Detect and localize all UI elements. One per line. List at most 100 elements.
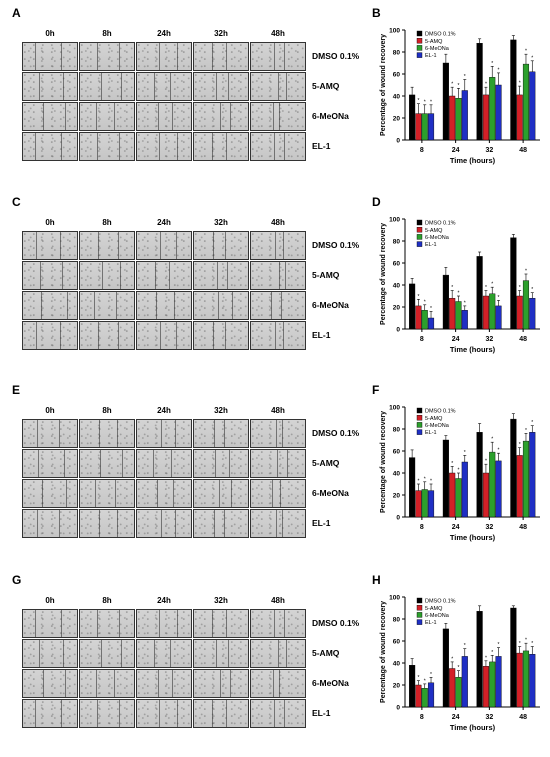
scratch-assay-image [193,479,249,508]
scratch-edge [220,670,221,697]
significance-marker: * [519,641,521,647]
significance-marker: * [531,641,533,647]
scratch-assay-image [22,449,78,478]
data-bar [449,95,456,141]
scratch-edge [177,610,178,637]
scratch-edge [101,640,102,667]
data-bar [409,664,416,708]
treatment-label: EL-1 [312,140,331,151]
x-axis-label: Time (hours) [450,345,496,354]
scratch-edge [226,133,227,160]
scratch-edge [172,103,173,130]
data-bar [510,237,517,330]
x-tick-label: 8 [420,147,424,154]
data-bar [489,77,496,141]
data-bar [482,295,489,330]
data-bar [529,653,536,708]
y-tick-label: 60 [393,449,401,456]
scratch-assay-image [22,261,78,290]
time-point-label: 8h [102,596,112,605]
time-point-label: 24h [157,596,171,605]
scratch-edge [278,640,279,667]
y-tick-label: 0 [396,138,400,145]
legend-swatch [416,422,423,428]
data-bar [421,113,428,141]
legend-label: 5-AMQ [425,606,443,612]
scratch-assay-image [193,261,249,290]
data-bar [442,628,449,708]
scratch-edge [43,103,44,130]
data-bar [461,90,468,141]
significance-marker: * [464,450,466,456]
data-bar [442,62,449,141]
scratch-edge [274,610,275,637]
scratch-edge [65,103,66,130]
data-bar [510,39,517,141]
scratch-edge [160,322,161,349]
legend-label: EL-1 [425,620,437,626]
data-bar [482,666,489,708]
scratch-edge [213,322,214,349]
scratch-edge [35,610,36,637]
scratch-assay-image [250,609,306,638]
x-axis-label: Time (hours) [450,533,496,542]
significance-marker: * [498,295,500,301]
scratch-edge [97,610,98,637]
scratch-edge [117,510,118,537]
scratch-assay-image [250,321,306,350]
scratch-edge [101,73,102,100]
time-point-label: 24h [157,29,171,38]
scratch-edge [96,103,97,130]
scratch-assay-image [22,419,78,448]
x-tick-label: 24 [452,147,460,154]
data-bar [489,451,496,518]
x-tick-label: 8 [420,714,424,721]
scratch-assay-image [136,72,192,101]
scratch-edge [277,450,278,477]
significance-marker: * [525,428,527,434]
data-bar [409,457,416,518]
significance-marker: * [525,49,527,55]
data-bar [421,688,428,708]
y-axis-label: Percentage of wound recovery [380,223,387,325]
y-tick-label: 60 [393,639,401,646]
scratch-assay-image [250,132,306,161]
scratch-edge [214,420,215,447]
scratch-edge [102,262,103,289]
panel-letter: A [12,6,21,20]
data-bar [449,297,456,330]
legend-swatch [416,619,423,625]
scratch-edge [216,73,217,100]
data-bar [415,490,422,518]
scratch-assay-image [79,669,135,698]
scratch-edge [172,670,173,697]
significance-marker: * [457,665,459,671]
significance-marker: * [525,269,527,275]
legend-swatch [416,605,423,611]
y-tick-label: 100 [389,217,400,224]
scratch-edge [115,480,116,507]
scratch-edge [97,43,98,70]
scratch-edge [114,670,115,697]
scratch-assay-image [79,72,135,101]
y-tick-label: 0 [396,515,400,522]
significance-marker: * [430,479,432,485]
significance-marker: * [417,675,419,681]
scratch-edge [275,232,276,259]
significance-marker: * [464,300,466,306]
scratch-edge [121,73,122,100]
data-bar [476,43,483,141]
significance-marker: * [457,83,459,89]
y-tick-label: 60 [393,72,401,79]
scratch-edge [96,670,97,697]
scratch-assay-image [250,639,306,668]
scratch-edge [279,103,280,130]
scratch-assay-image [193,231,249,260]
y-tick-label: 80 [393,239,401,246]
scratch-assay-image [79,291,135,320]
legend-swatch [416,241,423,247]
scratch-assay-image [250,699,306,728]
legend-label: DMSO 0.1% [425,221,456,227]
treatment-label: DMSO 0.1% [312,50,360,61]
data-bar [529,432,536,518]
